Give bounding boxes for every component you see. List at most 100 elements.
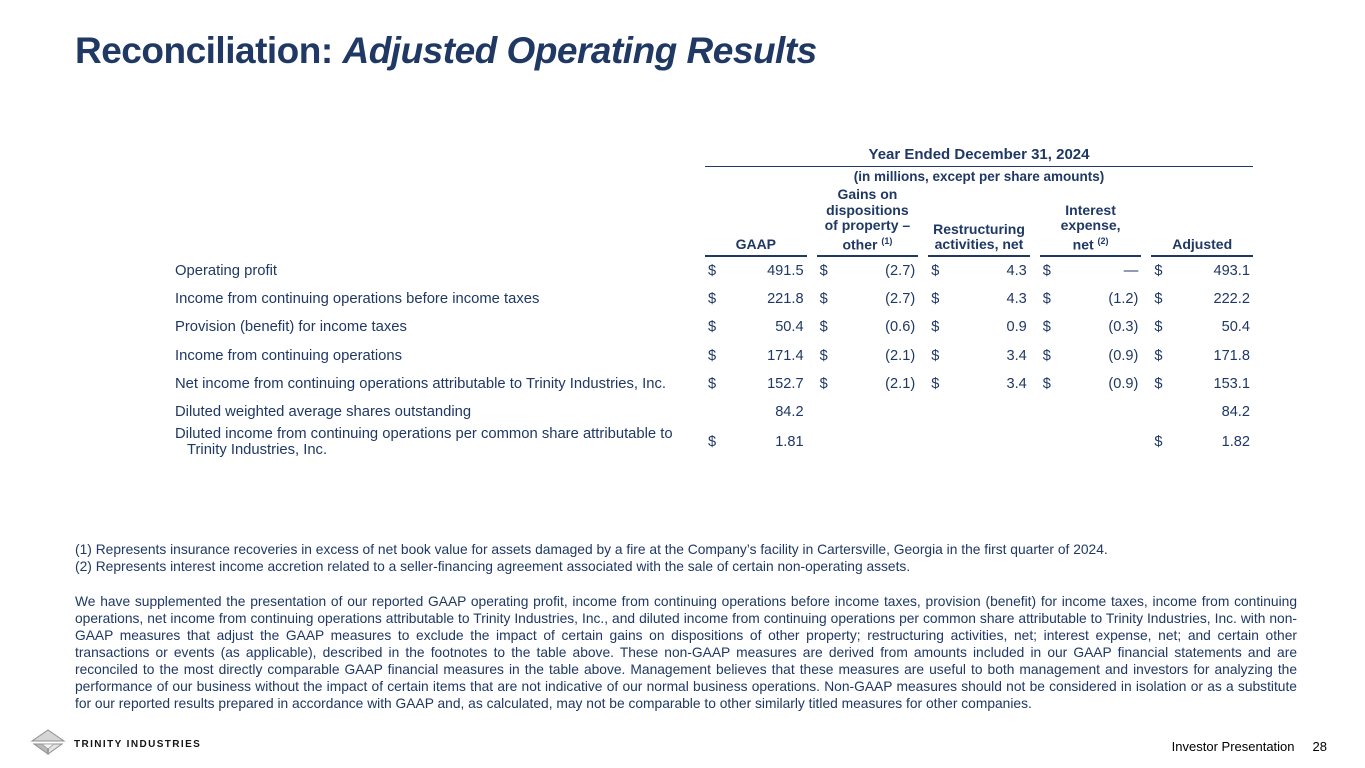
currency-symbol: $: [1042, 347, 1051, 364]
table-cell: $171.8: [1151, 342, 1253, 370]
footnotes: (1) Represents insurance recoveries in e…: [75, 541, 1297, 575]
cell-value: 3.4: [1006, 375, 1027, 392]
table-row: Income from continuing operations $171.4 $…: [175, 342, 1253, 370]
currency-symbol: $: [931, 375, 940, 392]
column-header: Restructuring activities, net: [928, 187, 1030, 257]
footer-meta: Investor Presentation 28: [1172, 739, 1327, 754]
table-cell: $50.4: [705, 313, 807, 341]
cell-value: 84.2: [1221, 404, 1250, 421]
currency-symbol: $: [819, 319, 828, 336]
table-cell: $ (0.6): [817, 313, 919, 341]
column-header-text: dispositions: [826, 201, 909, 218]
cell-value: 222.2: [1213, 291, 1250, 308]
table-cell: [1040, 398, 1142, 426]
table-cell: $4.3: [928, 285, 1030, 313]
table-cell: [817, 426, 919, 458]
cell-value: 50.4: [775, 319, 804, 336]
row-label: Diluted weighted average shares outstand…: [175, 404, 472, 421]
table-row: Income from continuing operations before…: [175, 285, 1253, 313]
table-cell: $152.7: [705, 370, 807, 398]
currency-symbol: $: [1042, 262, 1051, 279]
column-header-text: expense,: [1060, 217, 1121, 233]
table-cell: $ (2.1): [817, 342, 919, 370]
title-prefix: Reconciliation:: [75, 30, 343, 71]
table-cell: $ (0.9): [1040, 370, 1142, 398]
cell-value: (0.9): [1108, 375, 1139, 392]
column-header-text: activities, net: [934, 236, 1024, 253]
table-cell: 84.2: [1151, 398, 1253, 426]
trinity-logo-icon: [30, 729, 66, 760]
table-cell: $491.5: [705, 257, 807, 285]
table-cell: [817, 398, 919, 426]
period-spacer: [175, 146, 695, 167]
table-cell: $3.4: [928, 370, 1030, 398]
table-row: Provision (benefit) for income taxes $50.…: [175, 313, 1253, 341]
cell-value: 153.1: [1213, 375, 1250, 392]
column-header: Gains on dispositions of property – other (…: [816, 186, 919, 257]
table-cell: $222.2: [1151, 285, 1253, 313]
header-spacer: [175, 187, 695, 257]
currency-symbol: $: [1042, 319, 1051, 336]
currency-symbol: $: [931, 347, 940, 364]
title-emphasis: Adjusted Operating Results: [342, 30, 817, 71]
currency-symbol: $: [708, 319, 717, 336]
row-label: Income from continuing operations: [175, 347, 403, 364]
table-cell: $1.82: [1151, 426, 1253, 458]
non-gaap-disclosure-paragraph: We have supplemented the presentation of…: [75, 594, 1297, 711]
units-spacer: [175, 167, 695, 187]
currency-symbol: $: [708, 375, 717, 392]
cell-value: 171.8: [1213, 347, 1250, 364]
table-cell: $493.1: [1151, 257, 1253, 285]
footnote-marker: (2): [1097, 235, 1109, 246]
cell-value: 4.3: [1006, 291, 1027, 308]
table-cell: [928, 426, 1030, 458]
currency-symbol: $: [931, 319, 940, 336]
table-row: Diluted income from continuing operation…: [175, 426, 1253, 458]
row-label: Operating profit: [175, 262, 277, 279]
currency-symbol: $: [819, 375, 828, 392]
cell-value: (2.7): [885, 262, 916, 279]
cell-value: (0.9): [1108, 347, 1139, 364]
cell-value: 0.9: [1006, 319, 1027, 336]
reconciliation-table: Year Ended December 31, 2024 (in million…: [175, 146, 1253, 458]
row-label: Income from continuing operations before…: [175, 291, 540, 308]
column-header: GAAP: [705, 187, 807, 257]
presentation-label: Investor Presentation: [1171, 739, 1295, 754]
table-cell: $0.9: [928, 313, 1030, 341]
table-cell: [1040, 426, 1142, 458]
table-cell: $ (0.3): [1040, 313, 1142, 341]
cell-value: 3.4: [1006, 347, 1027, 364]
footnote-2: (2) Represents interest income accretion…: [75, 559, 911, 574]
table-cell: $221.8: [705, 285, 807, 313]
table-cell: $ (2.7): [817, 257, 919, 285]
footnote-1: (1) Represents insurance recoveries in e…: [75, 542, 1108, 557]
currency-symbol: $: [1154, 375, 1163, 392]
cell-value: 491.5: [767, 262, 804, 279]
currency-symbol: $: [1042, 375, 1051, 392]
column-header-text: other: [842, 236, 878, 253]
cell-value: 50.4: [1221, 319, 1250, 336]
column-header-text: of property –: [824, 217, 911, 233]
page-title: Reconciliation: Adjusted Operating Resul…: [75, 30, 817, 72]
cell-value: 152.7: [767, 375, 804, 392]
currency-symbol: $: [1042, 291, 1051, 308]
footer-brand: TRINITY INDUSTRIES: [30, 729, 201, 760]
table-cell: $ (2.7): [817, 285, 919, 313]
cell-value: 1.81: [775, 434, 804, 451]
table-cell: $4.3: [928, 257, 1030, 285]
cell-value: (2.1): [885, 375, 916, 392]
cell-value: 493.1: [1213, 262, 1250, 279]
currency-symbol: $: [819, 291, 828, 308]
column-header-text: GAAP: [735, 236, 777, 253]
table-cell: $3.4: [928, 342, 1030, 370]
table-units-row: (in millions, except per share amounts): [175, 167, 1253, 187]
table-cell: 84.2: [705, 398, 807, 426]
cell-value: 84.2: [775, 404, 804, 421]
cell-value: 171.4: [767, 347, 804, 364]
brand-name: TRINITY INDUSTRIES: [74, 739, 202, 750]
cell-value: 221.8: [767, 291, 804, 308]
table-cell: $171.4: [705, 342, 807, 370]
column-header-text: Adjusted: [1172, 236, 1233, 253]
row-label: Diluted income from continuing operation…: [175, 426, 673, 459]
